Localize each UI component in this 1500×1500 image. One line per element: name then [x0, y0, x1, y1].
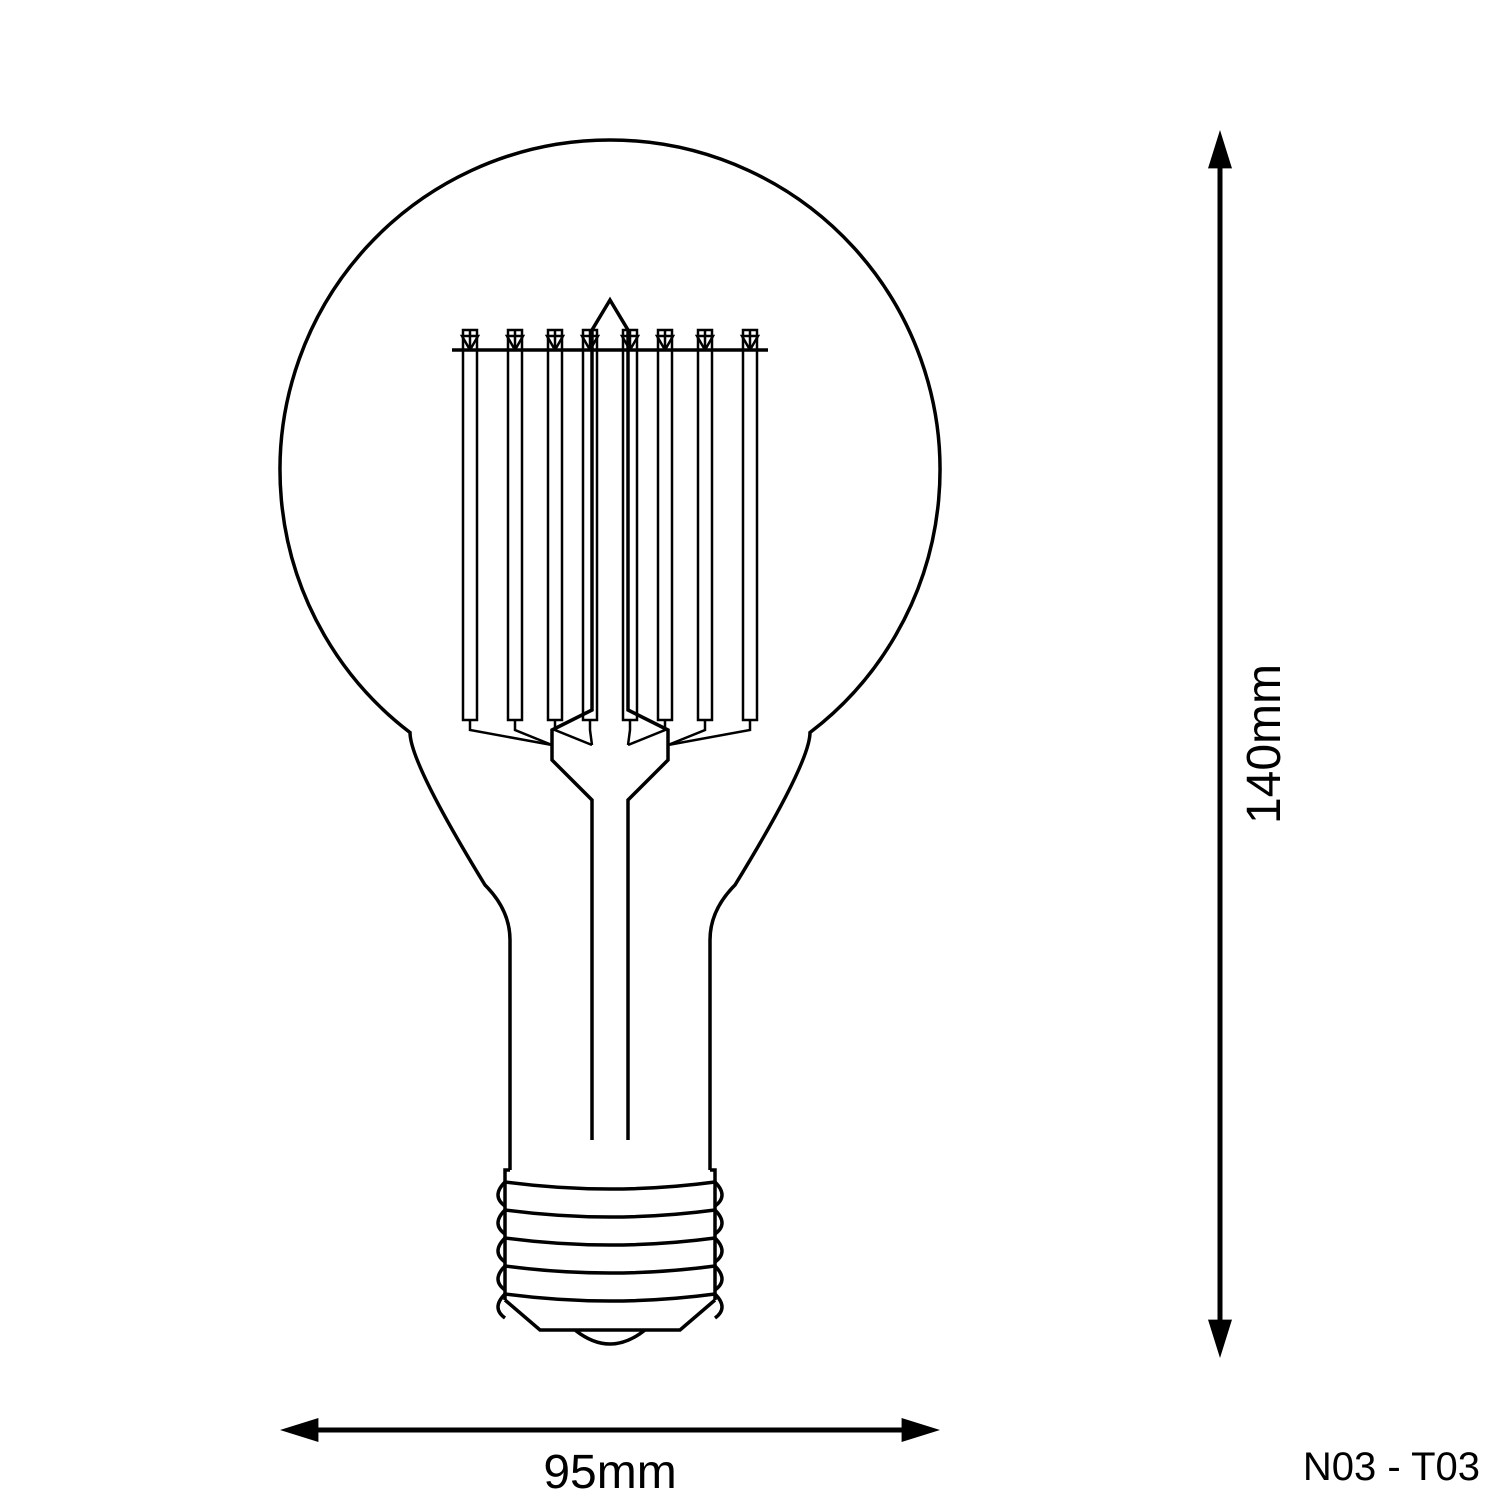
width-label: 95mm	[543, 1446, 676, 1499]
dimension-height: 140mm	[1208, 130, 1291, 1358]
center-column	[552, 300, 668, 1140]
technical-drawing: 140mm 95mm N03 - T03	[0, 0, 1500, 1500]
dimension-width: 95mm	[280, 1418, 940, 1499]
bulb-cap	[498, 1170, 722, 1344]
bulb-outline	[280, 140, 940, 1170]
bulb-diagram-svg: 140mm 95mm N03 - T03	[0, 0, 1500, 1500]
product-code: N03 - T03	[1303, 1445, 1480, 1489]
filaments	[452, 330, 768, 745]
height-label: 140mm	[1238, 664, 1291, 824]
